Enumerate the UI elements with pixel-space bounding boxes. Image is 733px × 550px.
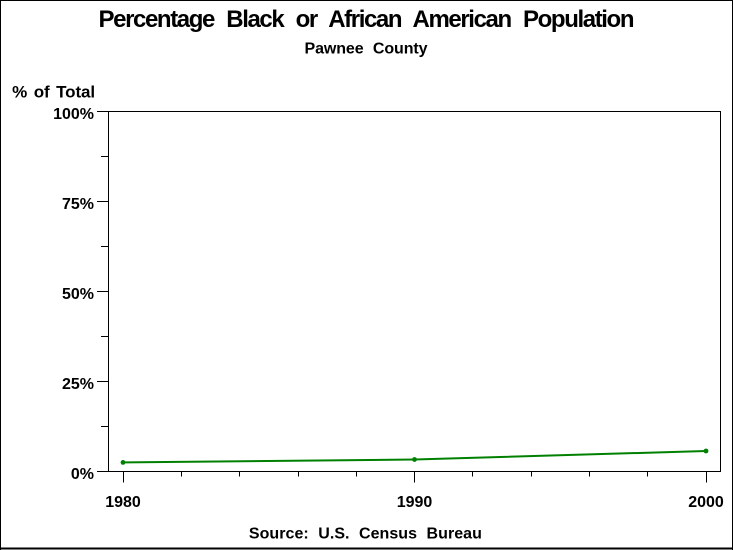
svg-text:50%: 50%: [62, 286, 94, 303]
svg-text:Pawnee County: Pawnee County: [305, 40, 428, 57]
svg-text:1980: 1980: [105, 494, 141, 511]
svg-text:0%: 0%: [71, 466, 94, 483]
svg-text:% of Total: % of Total: [12, 83, 95, 102]
svg-text:100%: 100%: [53, 106, 94, 123]
svg-text:Source: U.S. Census Bureau: Source: U.S. Census Bureau: [249, 525, 482, 542]
svg-text:75%: 75%: [62, 196, 94, 213]
svg-text:Percentage Black or African Am: Percentage Black or African American Pop…: [99, 6, 635, 33]
svg-text:1990: 1990: [397, 494, 433, 511]
svg-text:2000: 2000: [688, 494, 724, 511]
svg-text:25%: 25%: [62, 376, 94, 393]
